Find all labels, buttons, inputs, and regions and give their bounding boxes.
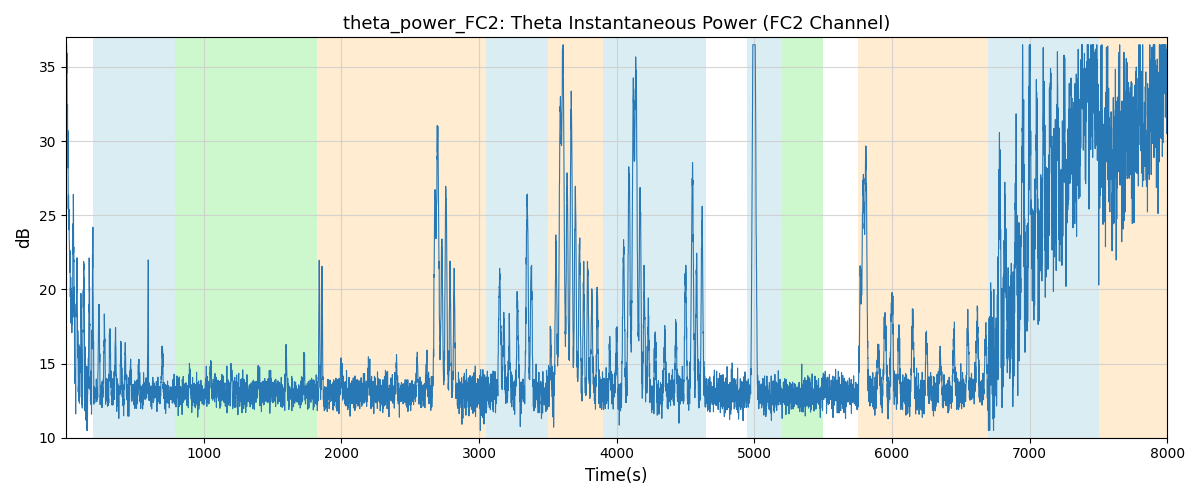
Title: theta_power_FC2: Theta Instantaneous Power (FC2 Channel): theta_power_FC2: Theta Instantaneous Pow… xyxy=(343,15,890,34)
Bar xyxy=(782,38,823,438)
X-axis label: Time(s): Time(s) xyxy=(586,467,648,485)
Bar xyxy=(1098,38,1175,438)
Bar xyxy=(748,38,782,438)
Bar xyxy=(989,38,1098,438)
Bar xyxy=(602,38,706,438)
Bar xyxy=(317,38,486,438)
Bar xyxy=(858,38,989,438)
Bar xyxy=(548,38,602,438)
Bar xyxy=(92,38,175,438)
Bar xyxy=(175,38,317,438)
Bar xyxy=(486,38,548,438)
Y-axis label: dB: dB xyxy=(16,226,34,248)
